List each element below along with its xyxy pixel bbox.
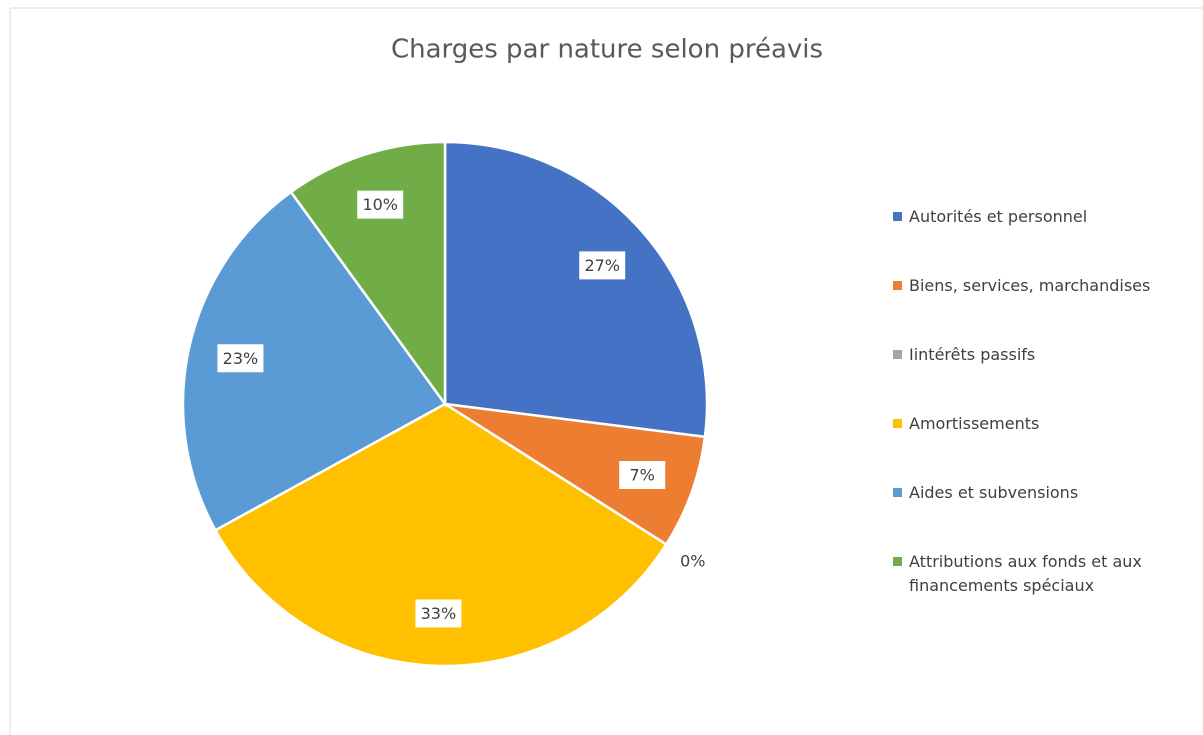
legend-swatch <box>893 281 902 290</box>
legend-swatch <box>893 419 902 428</box>
legend-label: Iintérêts passifs <box>909 345 1036 364</box>
data-label: 0% <box>680 552 705 571</box>
data-label-bg <box>357 190 404 219</box>
legend-swatch <box>893 488 902 497</box>
pie-slice <box>289 140 447 408</box>
legend-label: Attributions aux fonds et aux financemen… <box>909 552 1142 595</box>
legend-item: Biens, services, marchandises <box>893 269 1193 338</box>
legend-swatch <box>893 212 902 221</box>
legend: Autorités et personnel Biens, services, m… <box>893 200 1193 614</box>
data-label-bg <box>619 460 666 489</box>
data-label-bg <box>579 251 626 280</box>
legend-label: Autorités et personnel <box>909 207 1088 226</box>
pie-slice <box>443 140 709 439</box>
chart-title: Charges par nature selon préavis <box>391 35 823 65</box>
legend-item: Attributions aux fonds et aux financemen… <box>893 545 1193 614</box>
legend-item: Iintérêts passifs <box>893 338 1193 407</box>
data-label-bg <box>217 344 264 373</box>
data-label: 27% <box>584 256 620 275</box>
legend-swatch <box>893 557 902 566</box>
legend-label: Aides et subvensions <box>909 483 1079 502</box>
data-label-bg <box>415 599 462 628</box>
data-label: 7% <box>630 465 655 484</box>
data-label: 23% <box>223 349 259 368</box>
pie-slice <box>444 402 707 547</box>
legend-swatch <box>893 350 902 359</box>
legend-item: Autorités et personnel <box>893 200 1193 269</box>
legend-item: Amortissements <box>893 407 1193 476</box>
legend-item: Aides et subvensions <box>893 476 1193 545</box>
pie-slice <box>181 190 447 532</box>
legend-label: Biens, services, marchandises <box>909 276 1151 295</box>
data-label: 10% <box>362 195 398 214</box>
legend-label: Amortissements <box>909 414 1040 433</box>
data-label: 33% <box>421 604 457 623</box>
